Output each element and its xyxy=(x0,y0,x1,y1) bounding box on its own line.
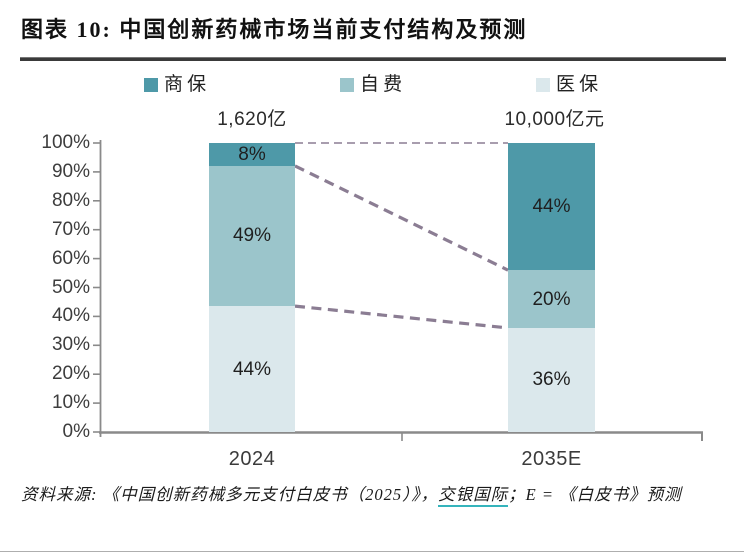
legend-swatch-icon xyxy=(144,77,158,92)
legend-label: 医保 xyxy=(556,74,603,95)
source-text-prefix: 资料来源: 《中国创新药械多元支付白皮书（2025）》， xyxy=(21,485,439,504)
bar-segment-医保: 44% xyxy=(209,306,295,432)
stacked-bar-2024: 8% 49% 44% xyxy=(209,143,295,432)
y-axis-tick-label: 90% xyxy=(51,160,90,182)
bar-segment-自费: 49% xyxy=(209,165,295,307)
y-axis-tick-label: 70% xyxy=(51,218,90,240)
bar-total-label: 1,620亿 xyxy=(217,109,287,130)
y-axis-tick-label: 20% xyxy=(51,363,90,385)
y-axis-tick-label: 50% xyxy=(51,276,90,298)
bar-segment-商保: 8% xyxy=(209,143,295,166)
bar-total-label: 10,000亿元 xyxy=(504,109,605,130)
legend-swatch-icon xyxy=(536,77,550,92)
stacked-bar-2035E: 44% 20% 36% xyxy=(508,143,595,432)
connector-dashed-line-3 xyxy=(294,304,509,330)
y-axis-tick-label: 30% xyxy=(51,334,90,356)
legend-item-2: 自费 xyxy=(340,75,406,94)
chart-legend: 商保 自费 医保 xyxy=(0,75,744,97)
source-link[interactable]: 交银国际 xyxy=(438,485,509,507)
title-divider xyxy=(20,57,726,61)
bar-segment-自费: 20% xyxy=(508,270,595,328)
y-axis-tick-label: 10% xyxy=(51,392,90,414)
y-axis-tick-label: 40% xyxy=(51,305,90,327)
y-axis-tick-label: 80% xyxy=(51,189,90,211)
source-note: 资料来源: 《中国创新药械多元支付白皮书（2025）》，交银国际；E = 《白皮… xyxy=(21,481,727,508)
figure-title: 图表 10: 中国创新药械市场当前支付结构及预测 xyxy=(21,17,528,42)
source-text-suffix: ；E = 《白皮书》预测 xyxy=(508,485,682,504)
legend-swatch-icon xyxy=(340,77,354,92)
bar-segment-医保: 36% xyxy=(508,327,595,432)
x-axis-category-label: 2035E xyxy=(521,448,582,470)
x-axis-category-label: 2024 xyxy=(228,448,276,470)
legend-item-3: 医保 xyxy=(536,75,602,94)
connector-dashed-line-2 xyxy=(294,164,509,272)
y-axis-tick-label: 100% xyxy=(41,132,90,153)
legend-item-1: 商保 xyxy=(144,75,210,94)
bottom-divider xyxy=(0,551,744,552)
y-axis-tick-label: 0% xyxy=(62,421,90,442)
bar-segment-商保: 44% xyxy=(508,143,595,271)
y-axis-tick-label: 60% xyxy=(51,247,90,269)
legend-label: 自费 xyxy=(360,74,407,95)
legend-label: 商保 xyxy=(164,74,211,95)
